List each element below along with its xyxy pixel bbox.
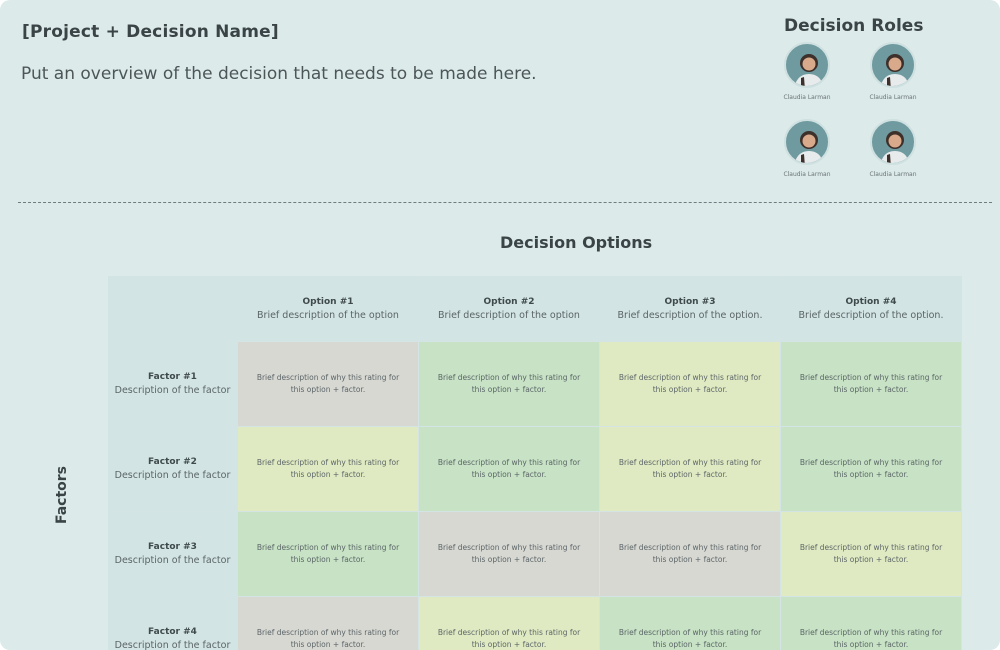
option-header[interactable]: Option #1 Brief description of the optio… — [238, 276, 419, 342]
rating-cell[interactable]: Brief description of why this rating for… — [781, 597, 962, 650]
rating-cell[interactable]: Brief description of why this rating for… — [238, 597, 419, 650]
role-name: Claudia Larman — [869, 94, 917, 101]
rating-cell[interactable]: Brief description of why this rating for… — [419, 597, 600, 650]
factor-header[interactable]: Factor #1 Description of the factor — [108, 342, 238, 427]
factor-header[interactable]: Factor #2 Description of the factor — [108, 427, 238, 512]
option-description: Brief description of the option — [257, 309, 399, 321]
option-description: Brief description of the option. — [798, 309, 944, 321]
rating-description: Brief description of why this rating for… — [799, 628, 943, 649]
role-name: Claudia Larman — [783, 94, 831, 101]
rating-cell[interactable]: Brief description of why this rating for… — [600, 342, 781, 427]
option-title: Option #1 — [302, 296, 354, 307]
rating-description: Brief description of why this rating for… — [256, 543, 400, 564]
rating-cell[interactable]: Brief description of why this rating for… — [238, 342, 419, 427]
rating-description: Brief description of why this rating for… — [256, 458, 400, 479]
factor-title: Factor #4 — [148, 627, 197, 637]
section-divider — [18, 202, 992, 203]
rating-description: Brief description of why this rating for… — [437, 373, 581, 394]
option-title: Option #4 — [845, 296, 897, 307]
rating-description: Brief description of why this rating for… — [618, 628, 762, 649]
option-header[interactable]: Option #3 Brief description of the optio… — [600, 276, 781, 342]
rating-cell[interactable]: Brief description of why this rating for… — [781, 427, 962, 512]
decision-matrix: Option #1 Brief description of the optio… — [108, 276, 962, 650]
factor-title: Factor #3 — [148, 542, 197, 552]
avatar — [870, 119, 916, 165]
role-card[interactable]: Claudia Larman — [772, 42, 842, 101]
factor-title: Factor #2 — [148, 457, 197, 467]
matrix-corner — [108, 276, 238, 342]
rating-cell[interactable]: Brief description of why this rating for… — [419, 427, 600, 512]
option-description: Brief description of the option. — [617, 309, 763, 321]
factor-description: Description of the factor — [114, 470, 231, 481]
rating-description: Brief description of why this rating for… — [799, 458, 943, 479]
rating-cell[interactable]: Brief description of why this rating for… — [238, 427, 419, 512]
rating-cell[interactable]: Brief description of why this rating for… — [600, 597, 781, 650]
decision-overview[interactable]: Put an overview of the decision that nee… — [21, 64, 537, 84]
role-card[interactable]: Claudia Larman — [858, 119, 928, 178]
role-name: Claudia Larman — [869, 171, 917, 178]
factor-description: Description of the factor — [114, 555, 231, 566]
factor-description: Description of the factor — [114, 640, 231, 650]
option-title: Option #3 — [664, 296, 716, 307]
rating-description: Brief description of why this rating for… — [437, 458, 581, 479]
option-description: Brief description of the option — [438, 309, 580, 321]
rating-description: Brief description of why this rating for… — [437, 628, 581, 649]
rating-cell[interactable]: Brief description of why this rating for… — [600, 427, 781, 512]
rating-description: Brief description of why this rating for… — [618, 458, 762, 479]
options-title: Decision Options — [500, 233, 653, 252]
option-title: Option #2 — [483, 296, 535, 307]
avatar — [784, 42, 830, 88]
factors-label: Factors — [54, 465, 70, 525]
role-card[interactable]: Claudia Larman — [772, 119, 842, 178]
rating-description: Brief description of why this rating for… — [256, 628, 400, 649]
factor-header[interactable]: Factor #3 Description of the factor — [108, 512, 238, 597]
role-name: Claudia Larman — [783, 171, 831, 178]
rating-cell[interactable]: Brief description of why this rating for… — [419, 512, 600, 597]
option-header[interactable]: Option #4 Brief description of the optio… — [781, 276, 962, 342]
avatar — [784, 119, 830, 165]
rating-description: Brief description of why this rating for… — [799, 373, 943, 394]
factor-header[interactable]: Factor #4 Description of the factor — [108, 597, 238, 650]
avatar — [870, 42, 916, 88]
project-title[interactable]: [Project + Decision Name] — [22, 22, 279, 42]
rating-cell[interactable]: Brief description of why this rating for… — [419, 342, 600, 427]
rating-cell[interactable]: Brief description of why this rating for… — [600, 512, 781, 597]
roles-title: Decision Roles — [784, 16, 924, 36]
rating-cell[interactable]: Brief description of why this rating for… — [781, 342, 962, 427]
factor-description: Description of the factor — [114, 385, 231, 396]
rating-description: Brief description of why this rating for… — [618, 543, 762, 564]
rating-description: Brief description of why this rating for… — [799, 543, 943, 564]
rating-description: Brief description of why this rating for… — [256, 373, 400, 394]
rating-description: Brief description of why this rating for… — [437, 543, 581, 564]
rating-cell[interactable]: Brief description of why this rating for… — [238, 512, 419, 597]
rating-description: Brief description of why this rating for… — [618, 373, 762, 394]
role-card[interactable]: Claudia Larman — [858, 42, 928, 101]
rating-cell[interactable]: Brief description of why this rating for… — [781, 512, 962, 597]
option-header[interactable]: Option #2 Brief description of the optio… — [419, 276, 600, 342]
factor-title: Factor #1 — [148, 372, 197, 382]
